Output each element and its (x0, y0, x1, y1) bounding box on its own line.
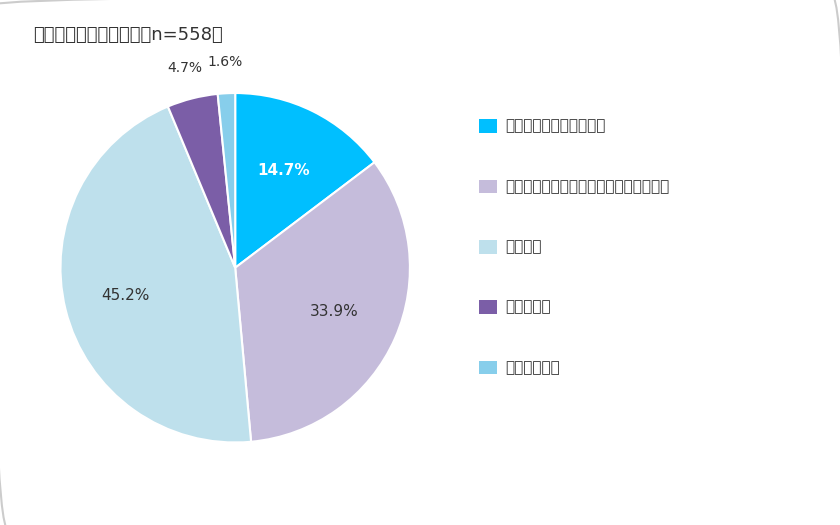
Text: 答えたくない: 答えたくない (506, 360, 560, 375)
Wedge shape (235, 93, 375, 268)
Text: 14.7%: 14.7% (257, 163, 310, 179)
Text: 知っていて、説明できる: 知っていて、説明できる (506, 119, 606, 133)
Wedge shape (168, 94, 235, 268)
Wedge shape (60, 107, 251, 443)
Text: 4.7%: 4.7% (167, 61, 202, 75)
Text: 説明できないが、なんとなく知っている: 説明できないが、なんとなく知っている (506, 179, 670, 194)
Text: 45.2%: 45.2% (101, 288, 150, 302)
Wedge shape (218, 93, 235, 268)
Text: オンライン参列認知率（n=558）: オンライン参列認知率（n=558） (34, 26, 223, 44)
Text: 33.9%: 33.9% (310, 304, 359, 319)
Text: 1.6%: 1.6% (207, 55, 243, 69)
Wedge shape (235, 162, 410, 442)
Text: わからない: わからない (506, 300, 551, 314)
Text: 知らない: 知らない (506, 239, 542, 254)
